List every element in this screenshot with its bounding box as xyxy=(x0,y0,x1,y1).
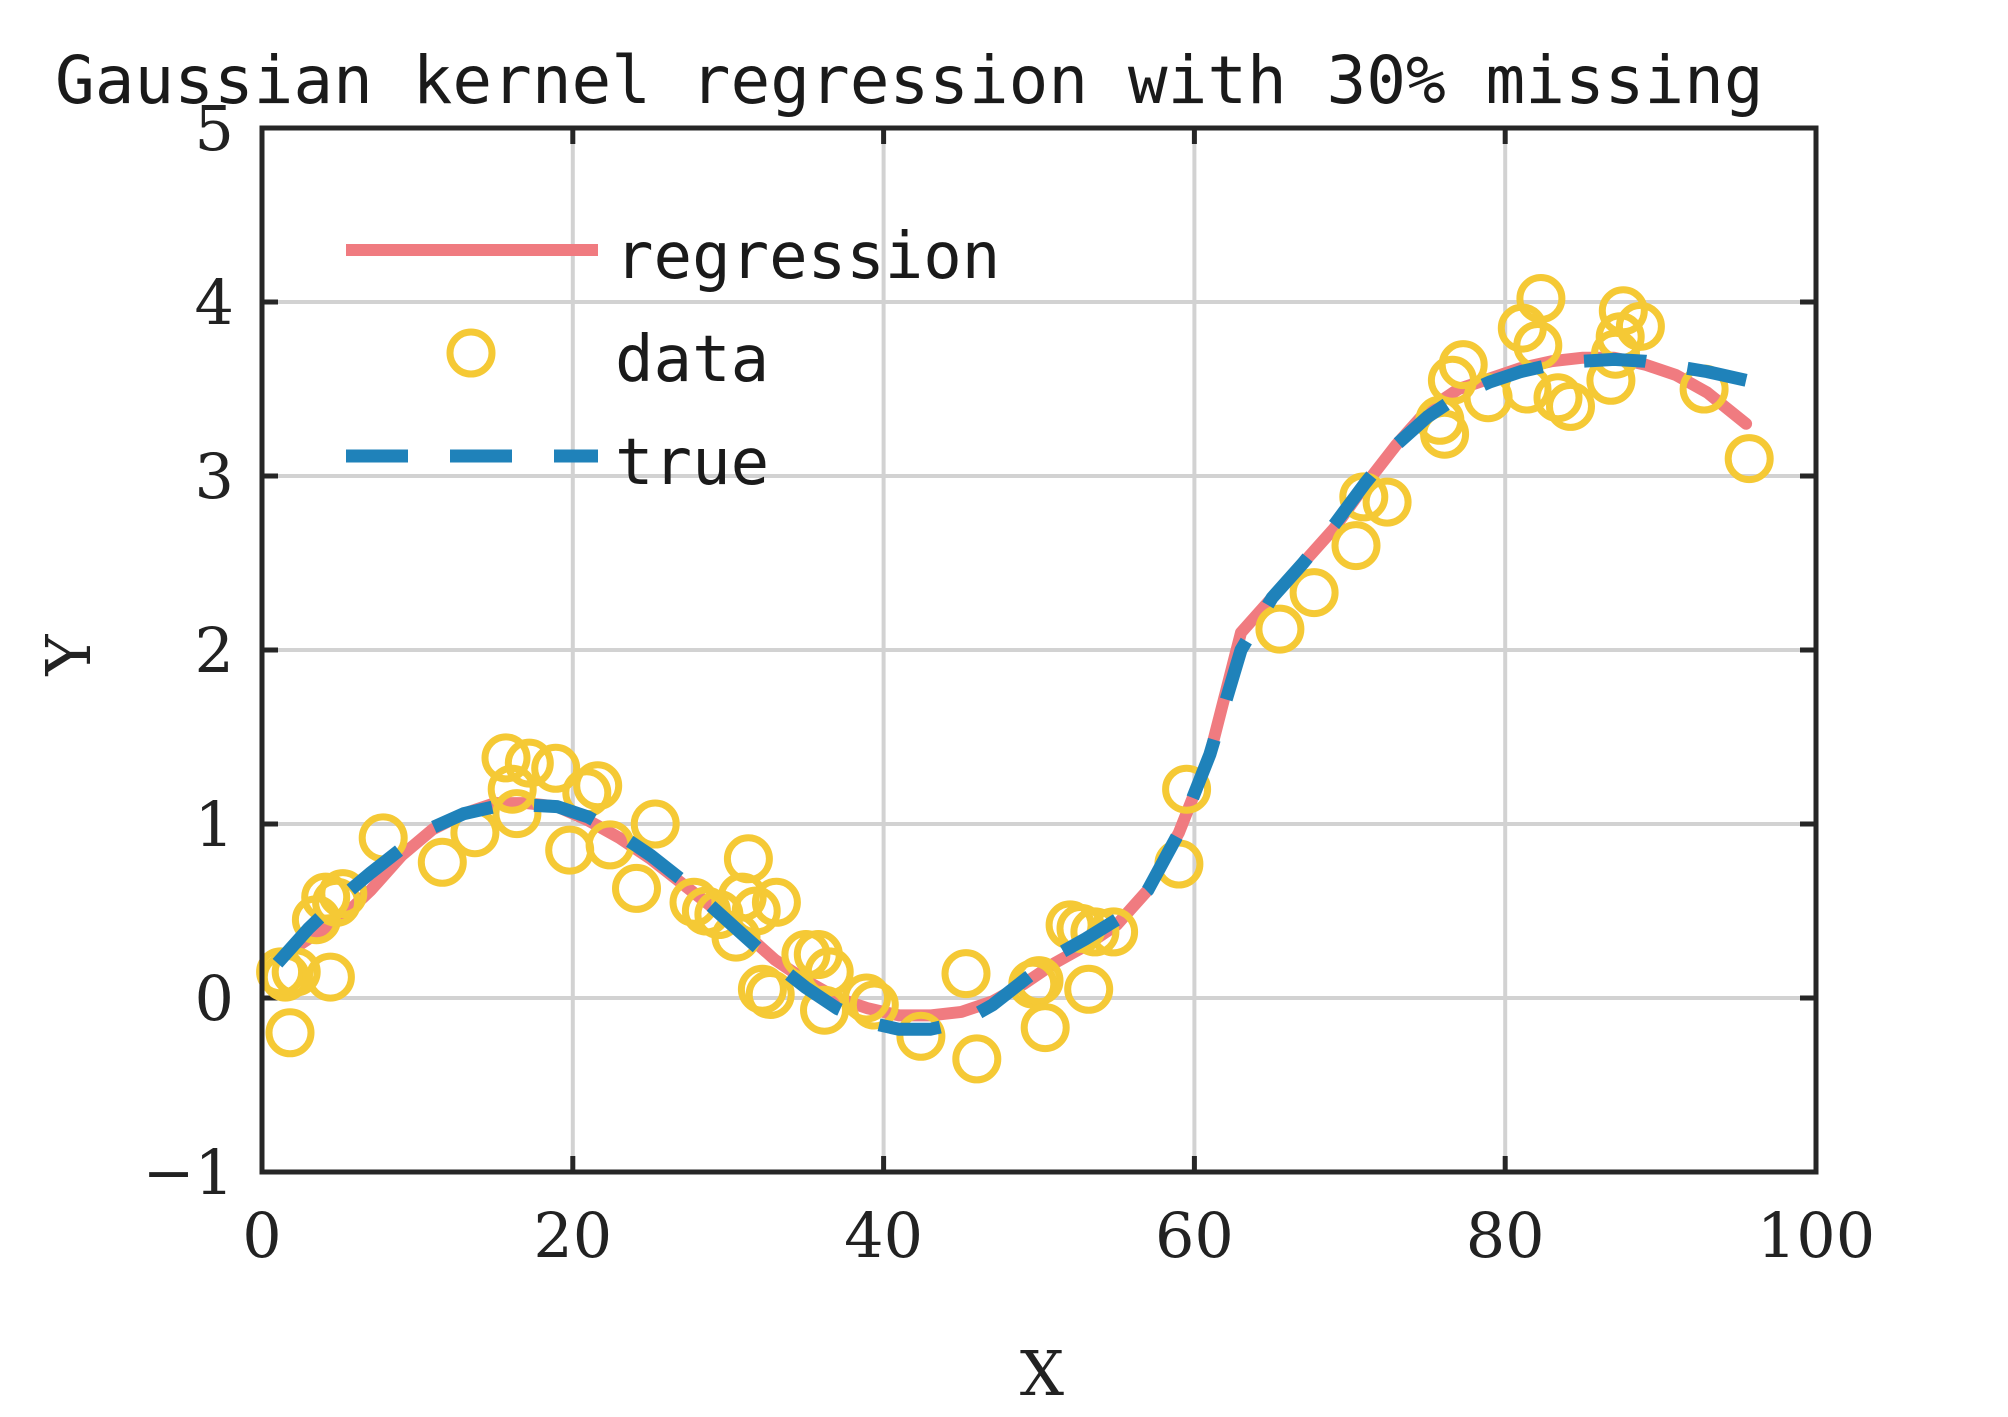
data-point xyxy=(612,863,661,913)
data-point xyxy=(941,949,991,999)
data-point xyxy=(1420,409,1470,459)
data-point xyxy=(896,1011,946,1061)
legend-data-label: data xyxy=(615,323,769,397)
data-point xyxy=(804,947,854,997)
x-tick-label: 60 xyxy=(1155,1199,1234,1272)
data-point xyxy=(630,799,680,849)
series-data xyxy=(256,274,1774,1084)
y-tick-label: −1 xyxy=(143,1136,234,1209)
data-point xyxy=(1438,340,1488,390)
data-point xyxy=(318,869,368,919)
data-point xyxy=(1546,381,1595,431)
data-point xyxy=(1020,1003,1070,1053)
data-point xyxy=(504,738,554,788)
data-point xyxy=(492,789,542,839)
plot-frame xyxy=(259,125,1819,1175)
legend-data-swatch xyxy=(446,328,496,378)
data-point xyxy=(745,970,795,1019)
data-point xyxy=(265,1008,315,1058)
data-point xyxy=(305,952,355,1002)
plot-area xyxy=(256,274,1774,1084)
data-point xyxy=(1516,274,1566,323)
data-point xyxy=(849,980,899,1030)
data-point xyxy=(573,761,623,811)
chart-title: Gaussian kernel regression with 30% miss… xyxy=(55,42,1764,119)
data-point xyxy=(312,877,362,927)
data-point xyxy=(1070,907,1120,957)
legend: regression data true xyxy=(346,220,1000,500)
series-true xyxy=(272,352,1748,1036)
y-tick-label: 3 xyxy=(195,440,234,513)
y-tick-label: 0 xyxy=(195,962,234,1035)
data-point xyxy=(1255,604,1305,654)
data-point xyxy=(842,973,891,1023)
data-point xyxy=(1064,964,1114,1014)
x-tick-label: 0 xyxy=(242,1199,281,1272)
data-point xyxy=(481,733,531,783)
data-point xyxy=(1615,301,1665,351)
x-tick-label: 100 xyxy=(1757,1199,1875,1272)
data-point xyxy=(1331,521,1381,571)
data-point xyxy=(1362,477,1412,527)
data-point xyxy=(751,877,801,927)
x-tick-label: 80 xyxy=(1466,1199,1545,1272)
data-point xyxy=(952,1034,1002,1084)
data-point xyxy=(531,743,581,793)
data-point xyxy=(417,837,467,887)
y-tick-label: 4 xyxy=(195,266,234,339)
y-axis-label: Y xyxy=(32,633,105,676)
data-point xyxy=(1724,434,1774,484)
data-point xyxy=(1162,764,1212,814)
y-tick-label: 1 xyxy=(195,788,234,861)
x-tick-label: 40 xyxy=(844,1199,923,1272)
x-tick-label: 20 xyxy=(533,1199,612,1272)
data-point xyxy=(1289,568,1339,618)
y-tick-label: 2 xyxy=(195,614,234,687)
data-point xyxy=(545,825,595,875)
legend-regression-label: regression xyxy=(615,220,1000,294)
true-line xyxy=(272,352,1748,1036)
y-tick-label: 5 xyxy=(195,92,234,165)
grid-lines xyxy=(260,126,1818,1174)
x-axis-label: X xyxy=(1020,1337,1064,1410)
data-point xyxy=(723,834,773,884)
legend-true-label: true xyxy=(615,426,769,500)
